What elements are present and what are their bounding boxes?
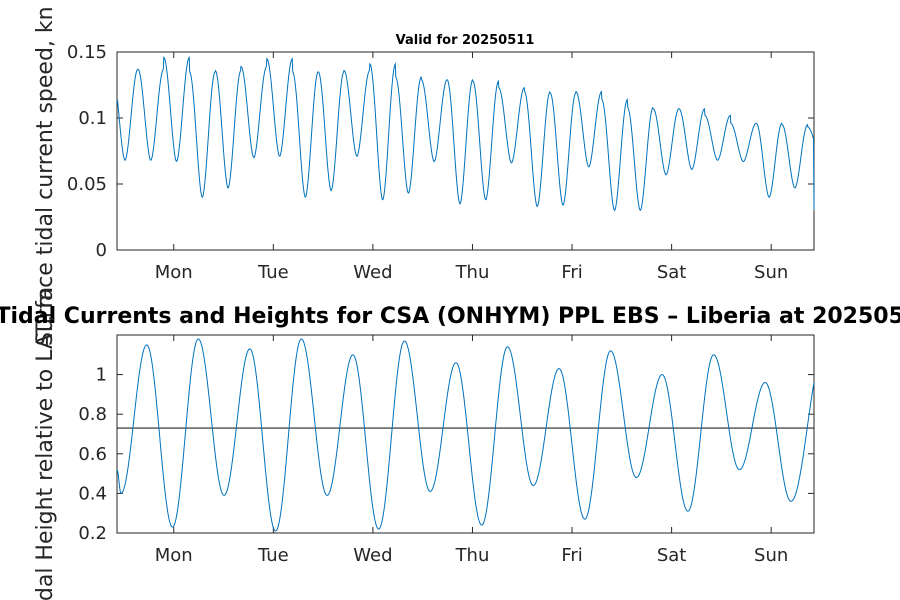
height-ytick-label: 0.2 bbox=[78, 523, 107, 544]
height-xtick-label: Fri bbox=[561, 545, 582, 566]
speed-series-line bbox=[116, 55, 815, 212]
height-ticks bbox=[117, 335, 814, 534]
speed-y-ticks: 0 0.05 0.1 0.15 bbox=[67, 42, 107, 261]
speed-xtick-label: Sun bbox=[754, 262, 788, 283]
speed-xtick-label: Fri bbox=[561, 262, 582, 283]
speed-xtick-label: Thu bbox=[455, 262, 490, 283]
height-xtick-label: Wed bbox=[353, 545, 392, 566]
height-ytick-label: 0.4 bbox=[78, 483, 107, 504]
height-x-ticks: Mon Tue Wed Thu Fri Sat Sun bbox=[155, 545, 789, 566]
height-ytick-label: 1 bbox=[96, 365, 107, 386]
height-axes-box bbox=[116, 334, 815, 534]
height-ylabel: Tidal Height relative to LAT, m bbox=[33, 287, 58, 600]
speed-title: Valid for 20250511 bbox=[396, 33, 535, 48]
speed-ytick-label: 0 bbox=[96, 240, 107, 261]
speed-ytick-label: 0.15 bbox=[67, 42, 107, 63]
height-xtick-label: Mon bbox=[155, 545, 193, 566]
height-series-line bbox=[116, 338, 815, 532]
height-xtick-label: Sat bbox=[657, 545, 687, 566]
speed-x-ticks: Mon Tue Wed Thu Fri Sat Sun bbox=[155, 262, 789, 283]
height-title: Tidal Currents and Heights for CSA (ONHY… bbox=[0, 304, 900, 329]
height-ytick-label: 0.6 bbox=[78, 444, 107, 465]
speed-xtick-label: Wed bbox=[353, 262, 392, 283]
speed-xtick-label: Sat bbox=[657, 262, 687, 283]
height-ytick-label: 0.8 bbox=[78, 404, 107, 425]
speed-ytick-label: 0.05 bbox=[67, 174, 107, 195]
speed-panel: Valid for 20250511 0 0.05 0.1 0.15 Mon Tue We… bbox=[33, 6, 815, 346]
speed-ticks bbox=[117, 51, 814, 251]
speed-ylabel: Surface tidal current speed, kn bbox=[33, 6, 58, 346]
speed-xtick-label: Tue bbox=[257, 262, 289, 283]
height-panel: 0.2 0.4 0.6 0.8 1 Mon Tue Wed Thu Fri Sat Sun Tida… bbox=[0, 287, 900, 600]
speed-xtick-label: Mon bbox=[155, 262, 193, 283]
speed-ytick-label: 0.1 bbox=[78, 108, 107, 129]
height-xtick-label: Tue bbox=[257, 545, 289, 566]
height-y-ticks: 0.2 0.4 0.6 0.8 1 bbox=[78, 365, 107, 544]
height-xtick-label: Sun bbox=[754, 545, 788, 566]
height-xtick-label: Thu bbox=[455, 545, 490, 566]
